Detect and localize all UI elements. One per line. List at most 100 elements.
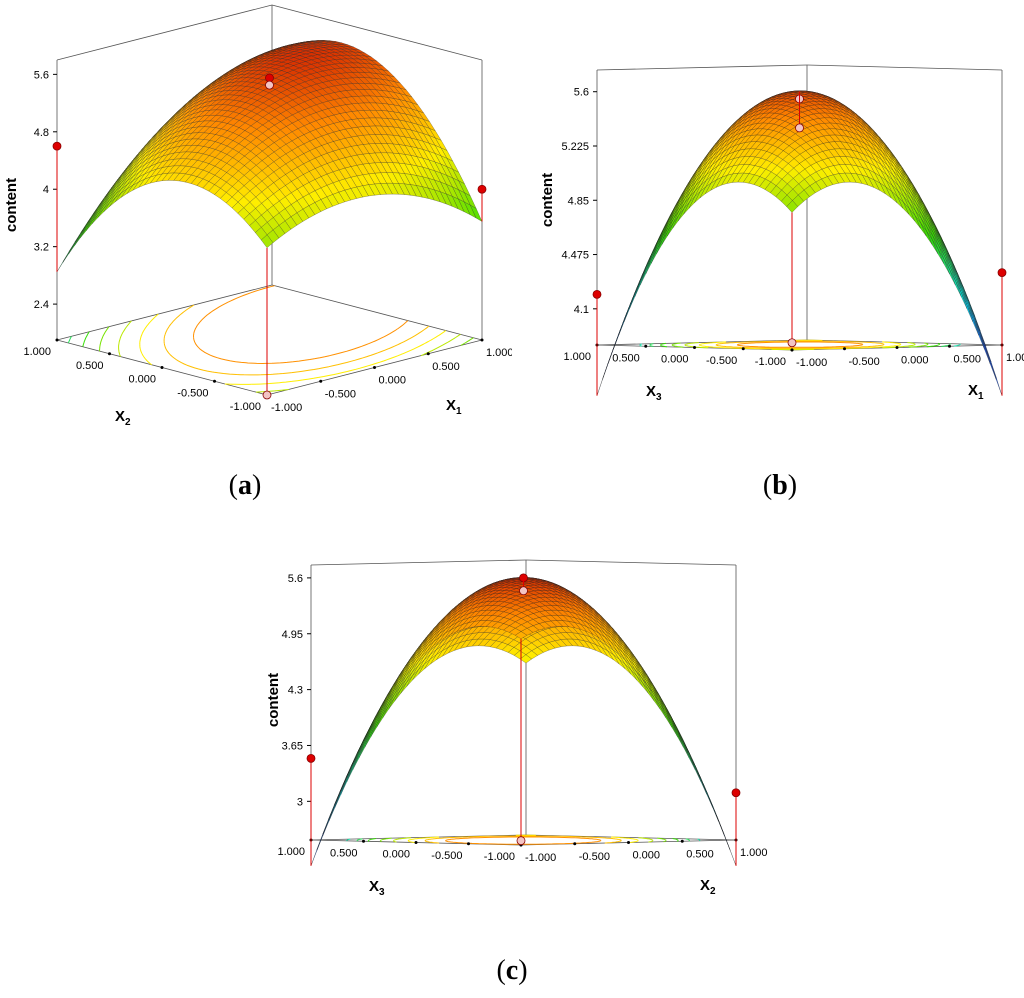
- panel-label-b: b: [772, 470, 788, 501]
- y-tick-label: -0.500: [706, 355, 737, 367]
- x-tick-label: -1.000: [796, 357, 827, 369]
- z-axis-title: content: [539, 173, 556, 227]
- design-point: [477, 184, 487, 194]
- surface-cell: [665, 712, 678, 735]
- surface-cell: [364, 721, 377, 746]
- box-edge: [56, 4, 273, 61]
- y-tick-mark: [467, 842, 470, 846]
- x-tick-label: 0.500: [954, 353, 982, 365]
- y-tick-label: -1.000: [484, 851, 515, 863]
- chart-panel-a: -1.000 -1.000 -0.500 -0.500 0.000 0.000 0.500 0…: [0, 0, 512, 470]
- y-axis-title: X3: [369, 878, 385, 898]
- surface-cell: [80, 221, 93, 239]
- y-tick-mark: [741, 347, 745, 351]
- panel-caption-b: (b): [762, 470, 798, 501]
- z-ticks: 3 3.65 4.3 4.95 5.6: [282, 573, 311, 808]
- box-edge: [525, 559, 737, 566]
- x-tick-label: -0.500: [579, 851, 610, 863]
- z-ticks: 2.4 3.2 4 4.8 5.6: [34, 69, 57, 311]
- design-point: [997, 268, 1007, 278]
- x-tick-label: 0.500: [432, 361, 460, 373]
- contour-level: [99, 326, 474, 352]
- y-tick-mark: [55, 338, 59, 342]
- y-axis-title: X2: [115, 408, 131, 428]
- panel-label-a: a: [238, 470, 252, 501]
- z-tick-label: 4.1: [574, 304, 589, 316]
- surface-cell: [786, 200, 799, 213]
- contour-level: [367, 838, 679, 842]
- contour-level: [67, 336, 72, 344]
- contour-level: [445, 836, 602, 845]
- y-axis-subscript: 3: [379, 887, 385, 898]
- x-axis-title: X2: [700, 877, 716, 897]
- x-tick-mark: [680, 839, 684, 843]
- z-tick-label: 5.6: [34, 69, 49, 81]
- x-tick-mark: [627, 841, 630, 844]
- contour-level: [660, 342, 941, 348]
- x-axis-subscript: 2: [710, 886, 716, 897]
- x-axis-subscript: 1: [456, 406, 462, 417]
- y-tick-label: -1.000: [755, 356, 786, 368]
- axis-ticks: -1.000 -1.000 -0.500 -0.500 0.000 0.000 0.500 0…: [23, 338, 512, 414]
- response-surface: [596, 90, 1003, 396]
- y-tick-mark: [108, 352, 111, 356]
- contour-level: [407, 834, 639, 843]
- response-surface: [310, 577, 737, 866]
- design-point: [592, 289, 602, 299]
- y-tick-mark: [693, 346, 696, 349]
- y-tick-label: 1.000: [23, 346, 51, 358]
- z-tick-label: 4.95: [282, 629, 303, 641]
- contour-lines: [346, 834, 701, 845]
- design-point: [787, 338, 797, 348]
- design-point: [519, 586, 528, 596]
- y-tick-label: 0.500: [76, 360, 104, 372]
- y-tick-label: -0.500: [431, 850, 462, 862]
- y-axis-subscript: 3: [656, 392, 662, 403]
- y-tick-label: 0.000: [382, 849, 410, 861]
- design-point: [52, 141, 62, 151]
- box-edge: [596, 64, 808, 71]
- box-edge: [271, 284, 483, 341]
- contour-level: [736, 341, 864, 348]
- design-points: [592, 91, 1007, 396]
- x-tick-label: 1.000: [740, 847, 768, 859]
- chart-panel-c: -1.000 -1.000 -0.500 -0.500 0.000 0.000 0.500 0…: [256, 505, 768, 955]
- x-tick-mark: [573, 842, 577, 846]
- y-tick-label: 1.000: [563, 351, 591, 363]
- design-point: [795, 123, 804, 133]
- z-tick-label: 5.225: [561, 141, 589, 153]
- contour-level: [82, 331, 90, 347]
- design-point: [262, 390, 272, 400]
- z-ticks: 4.1 4.475 4.85 5.225 5.6: [561, 87, 597, 316]
- panel-caption-c: (c): [496, 955, 528, 986]
- y-tick-label: 0.500: [612, 352, 640, 364]
- y-axis-title: X3: [646, 383, 662, 403]
- contour-level: [424, 835, 622, 844]
- response-surface: [56, 40, 483, 272]
- y-tick-mark: [362, 839, 365, 843]
- design-point: [306, 753, 316, 763]
- contour-level: [698, 339, 902, 350]
- y-tick-label: -1.000: [230, 401, 261, 413]
- box-edge: [56, 284, 273, 341]
- y-tick-label: 0.000: [128, 374, 156, 386]
- y-tick-label: -0.500: [177, 387, 208, 399]
- surface-cell: [352, 744, 365, 770]
- x-tick-label: -1.000: [271, 402, 302, 414]
- z-tick-label: 4.3: [288, 685, 303, 697]
- x-tick-label: -0.500: [325, 388, 356, 400]
- z-axis-title: content: [265, 673, 282, 727]
- surface-cell: [514, 631, 528, 640]
- chart-c-svg: -1.000 -1.000 -0.500 -0.500 0.000 0.000 0.500 0…: [265, 559, 768, 898]
- y-tick-label: 0.500: [330, 847, 358, 859]
- y-tick-label: 0.000: [661, 354, 689, 366]
- z-tick-label: 3: [297, 796, 303, 808]
- x-axis-subscript: 1: [978, 391, 984, 402]
- chart-a-svg: -1.000 -1.000 -0.500 -0.500 0.000 0.000 0.500 0…: [3, 4, 512, 428]
- x-tick-mark: [426, 352, 430, 356]
- x-tick-mark: [948, 344, 951, 348]
- contour-level: [139, 313, 447, 385]
- contour-level: [715, 340, 885, 349]
- contour-level: [356, 838, 690, 842]
- z-tick-label: 4.475: [561, 250, 589, 262]
